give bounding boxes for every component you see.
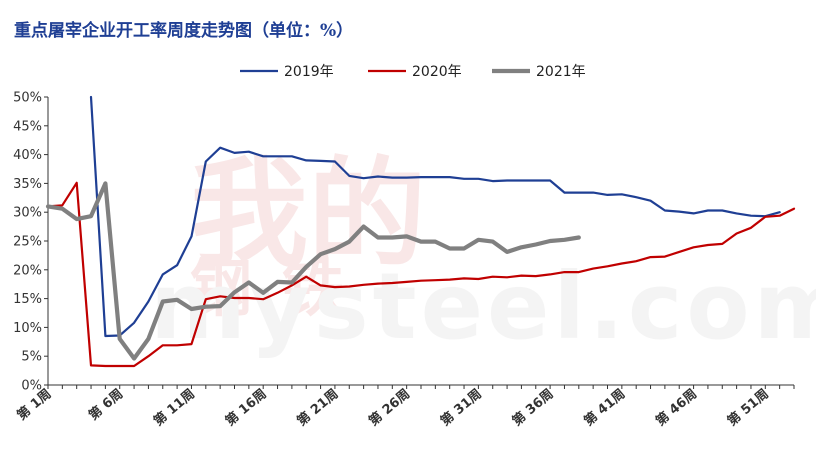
legend-label: 2019年 [284, 64, 334, 80]
x-tick-label: 第 21周 [294, 386, 342, 430]
x-tick-label: 第 41周 [581, 386, 629, 430]
y-tick-label: 20% [13, 263, 42, 278]
watermark: 我的 钢铁 mysteel.com [150, 144, 816, 360]
svg-text:我的: 我的 [190, 144, 426, 283]
y-tick-label: 45% [13, 119, 42, 134]
y-tick-label: 25% [13, 235, 42, 250]
y-tick-label: 50% [13, 91, 42, 106]
x-tick-label: 第 36周 [509, 386, 557, 430]
x-tick-label: 第 16周 [222, 386, 270, 430]
series-line-2020年 [46, 181, 796, 368]
y-tick-label: 0% [21, 379, 42, 394]
legend-label: 2021年 [536, 64, 586, 80]
y-tick-label: 40% [13, 148, 42, 163]
y-tick-label: 5% [21, 350, 42, 365]
chart-title: 重点屠宰企业开工率周度走势图（单位：%） [14, 21, 354, 41]
svg-text:mysteel.com: mysteel.com [150, 253, 816, 360]
x-tick-label: 第 11周 [150, 386, 198, 430]
series-line-2019年 [89, 95, 781, 338]
legend-label: 2020年 [412, 64, 462, 80]
y-tick-label: 15% [13, 292, 42, 307]
y-tick-label: 35% [13, 177, 42, 192]
y-tick-label: 10% [13, 321, 42, 336]
y-tick-label: 30% [13, 206, 42, 221]
x-tick-label: 第 46周 [653, 386, 701, 430]
legend: 2019年 2020年 2021年 [240, 64, 586, 80]
series-line-2021年 [45, 181, 581, 361]
x-tick-label: 第 31周 [437, 386, 485, 430]
x-axis-ticks: 第 1周第 6周第 11周第 16周第 21周第 26周第 31周第 36周第 … [14, 385, 795, 430]
x-tick-label: 第 6周 [86, 386, 127, 424]
x-tick-label: 第 51周 [724, 386, 772, 430]
series-lines [45, 95, 796, 368]
x-tick-label: 第 26周 [366, 386, 414, 430]
y-axis-ticks: 0% 5% 10% 15% 20% 25% 30% 35% 40% 45% 50% [13, 91, 48, 394]
